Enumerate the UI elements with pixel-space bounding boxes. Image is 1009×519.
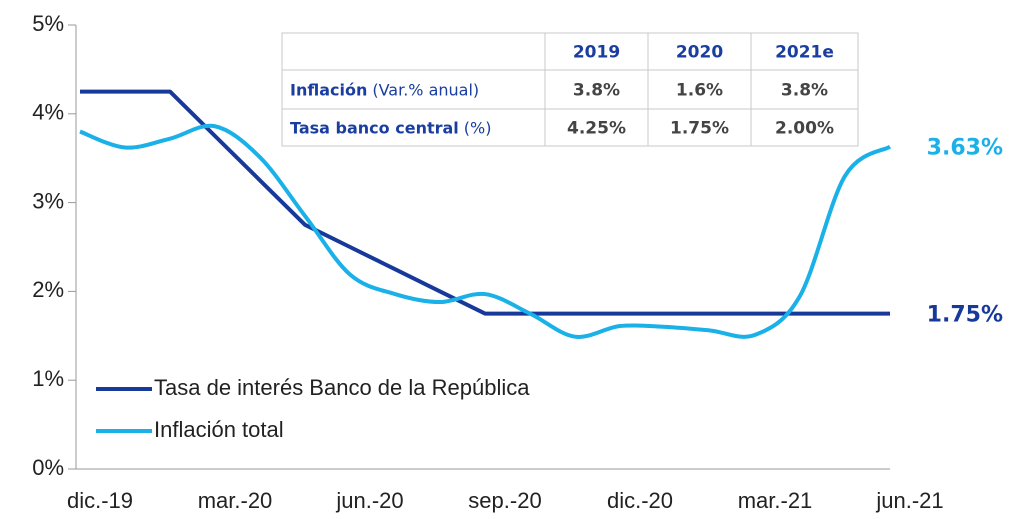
y-tick-label: 2%	[32, 277, 64, 302]
row-label: Inflación (Var.% anual)	[290, 80, 479, 99]
x-tick-label: jun.-20	[335, 488, 403, 513]
line-series	[80, 89, 890, 316]
table-header: 2021e	[775, 43, 834, 63]
table-cell: 3.8%	[781, 81, 828, 101]
y-tick-label: 3%	[32, 188, 64, 213]
x-tick-label: dic.-19	[67, 488, 133, 513]
table-header: 2020	[676, 43, 723, 63]
row-label-main: Inflación	[290, 80, 367, 99]
x-tick-label: mar.-20	[198, 488, 273, 513]
line-series	[79, 123, 892, 339]
table-cell: 2.00%	[775, 119, 834, 139]
x-tick-label: dic.-20	[607, 488, 673, 513]
x-tick-label: jun.-21	[875, 488, 943, 513]
x-tick-label: mar.-21	[738, 488, 813, 513]
row-label-main: Tasa banco central	[290, 118, 459, 137]
table-header: 2019	[573, 43, 620, 63]
x-tick-label: sep.-20	[468, 488, 541, 513]
y-tick-label: 4%	[32, 100, 64, 125]
y-tick-label: 1%	[32, 366, 64, 391]
table-bg	[281, 32, 859, 147]
y-tick-label: 0%	[32, 455, 64, 480]
table-cell: 1.75%	[670, 119, 729, 139]
legend-label: Tasa de interés Banco de la República	[154, 375, 530, 400]
end-label: 3.63%	[927, 136, 1003, 161]
table-cell: 3.8%	[573, 81, 620, 101]
row-label-unit: (%)	[464, 118, 492, 137]
row-label: Tasa banco central (%)	[290, 118, 491, 137]
end-label: 1.75%	[927, 303, 1003, 328]
legend-label: Inflación total	[154, 417, 284, 442]
table-cell: 1.6%	[676, 81, 723, 101]
y-tick-label: 5%	[32, 11, 64, 36]
table-cell: 4.25%	[567, 119, 626, 139]
row-label-unit: (Var.% anual)	[372, 80, 479, 99]
